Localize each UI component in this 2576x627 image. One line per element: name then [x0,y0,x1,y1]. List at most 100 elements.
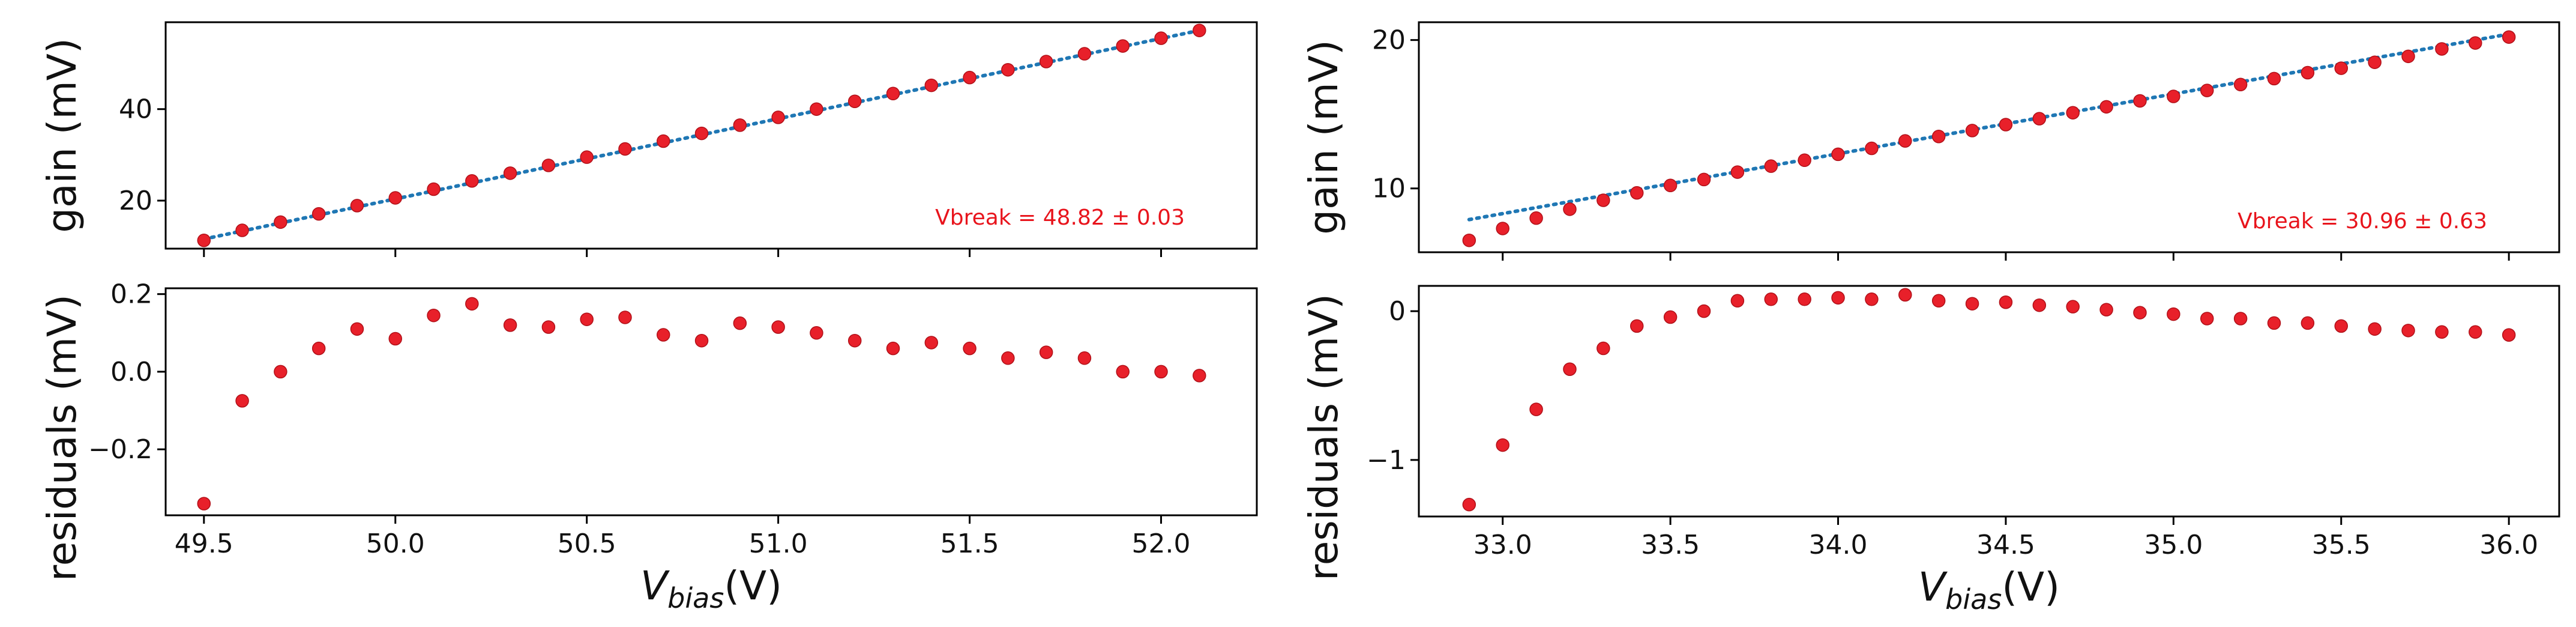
data-point [924,336,939,350]
y-axis-label: residuals (mV) [39,294,85,581]
data-point [465,297,479,311]
gain-right-panel: 10 20 gain (mV) Vbreak = 30.96 ± 0.63 [1301,21,2560,261]
data-point [1798,153,1811,168]
data-point [1898,288,1912,302]
data-point [2502,328,2516,342]
data-point [1596,193,1610,207]
x-tick-label: 50.5 [558,529,616,559]
data-point [2167,89,2180,103]
data-point [1462,233,1476,247]
x-tick-label: 51.0 [749,529,808,559]
data-point [1865,292,1879,306]
data-point [1496,438,1509,452]
data-point [503,166,517,180]
data-point [311,341,326,356]
data-point [197,497,211,510]
data-point [1001,351,1015,365]
data-point [1663,310,1678,324]
data-point [847,333,862,348]
data-point [503,318,517,332]
x-tick-label: 52.0 [1132,529,1191,559]
y-axis-label: gain (mV) [1301,40,1347,234]
data-point [1730,294,1745,308]
data-point [1116,39,1130,53]
gain-left-panel: 20 40 gain (mV) Vbreak = 48.82 ± 0.03 [39,21,1258,257]
data-point [924,78,939,92]
data-point [541,159,556,172]
data-point [810,326,823,340]
data-point [2133,306,2147,320]
y-tick-label: 0 [1389,296,1406,327]
data-point [465,174,479,188]
data-point [1898,134,1912,148]
x-tick-label: 36.0 [2479,530,2538,560]
x-tick-label: 35.0 [2144,530,2203,560]
plot-frame [1418,21,2560,253]
data-point [274,365,287,379]
data-point [1496,222,1509,235]
data-point [1563,202,1577,216]
data-point [810,102,823,116]
data-point [311,207,326,221]
data-point [2401,324,2415,338]
y-tick-label: 40 [119,94,152,125]
data-point [1193,23,1206,37]
data-point [2368,322,2382,336]
data-point [2099,303,2113,317]
data-point [1865,141,1879,156]
data-point [963,70,977,85]
y-tick-label: 10 [1372,174,1406,204]
x-tick-label: 51.5 [940,529,999,559]
data-point [1116,365,1130,379]
data-point [1154,365,1168,379]
data-point [1831,291,1845,305]
data-point [580,312,594,326]
y-tick-label: 20 [1372,25,1406,56]
x-tick-label: 33.5 [1641,530,1700,560]
data-point [1462,497,1476,512]
data-point [1931,130,1946,144]
data-point [2368,55,2382,69]
data-point [1563,362,1577,376]
data-point [1529,402,1543,416]
data-point [2469,325,2482,339]
x-tick-label: 49.5 [175,529,233,559]
data-point [2301,65,2315,80]
data-point [1764,292,1778,306]
data-point [618,310,632,324]
data-point [886,86,900,101]
data-point [733,118,747,132]
data-point [2066,300,2080,314]
data-point [2099,100,2113,114]
data-point [733,316,747,330]
x-axis-label-subscript: bias [1945,583,2002,616]
data-point [427,182,441,196]
data-point [2133,94,2147,108]
data-point [350,322,364,336]
data-point [771,111,785,124]
data-point [2167,307,2180,321]
data-point [2066,106,2080,120]
data-point [2200,83,2214,97]
x-axis-label-symbol: V [1918,564,1948,610]
plot-frame [1418,285,2560,518]
data-point [618,142,632,156]
x-axis-label-subscript: bias [667,582,724,614]
data-point [235,223,249,237]
x-axis-label-unit: (V) [2002,564,2060,610]
data-point [388,191,402,205]
data-point [886,341,900,356]
data-point [847,94,862,109]
data-point [1697,172,1711,187]
data-point [1039,345,1053,359]
data-point [1529,211,1543,225]
x-tick-label: 34.5 [1976,530,2035,560]
data-point [1999,118,2013,132]
data-point [1630,319,1644,333]
y-tick-label: −1 [1367,445,1406,476]
data-point [1077,47,1092,61]
data-point [2267,71,2281,86]
data-point [427,308,441,323]
data-point [2435,42,2449,56]
data-point [1999,295,2013,309]
